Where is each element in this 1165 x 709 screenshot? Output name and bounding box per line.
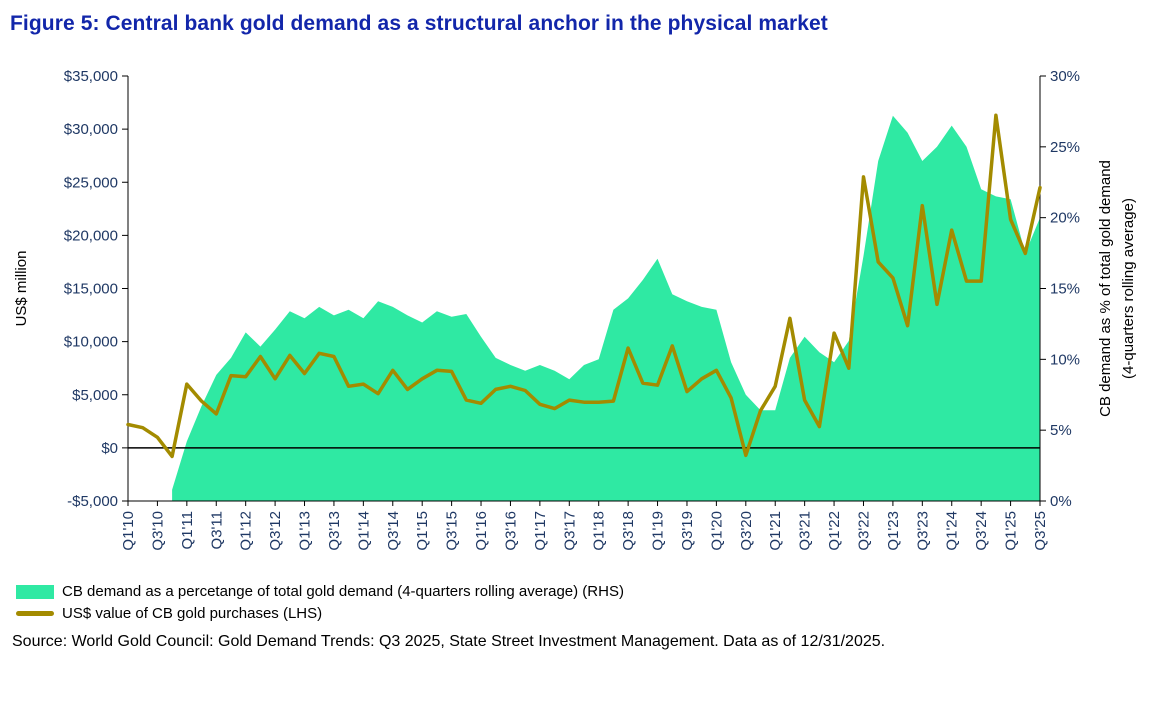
x-axis-tick-label: Q3'23 bbox=[914, 511, 931, 551]
figure-title: Figure 5: Central bank gold demand as a … bbox=[10, 12, 828, 35]
chart-svg: $35,000 $30,000 $25,000 $20,000 $15,000 $10,0… bbox=[13, 68, 1137, 551]
chart: $35,000 $30,000 $25,000 $20,000 $15,000 $10,0… bbox=[10, 46, 1155, 581]
left-axis-title: US$ million bbox=[13, 251, 30, 327]
x-axis-tick-label: Q1'20 bbox=[708, 511, 725, 551]
x-axis-tick-label: Q1'10 bbox=[120, 511, 137, 551]
x-axis-tick-label: Q1'12 bbox=[238, 511, 255, 551]
right-axis-tick-label: 25% bbox=[1050, 139, 1080, 156]
x-axis-tick-label: Q1'17 bbox=[532, 511, 549, 551]
x-axis-tick-label: Q3'15 bbox=[444, 511, 461, 551]
legend: CB demand as a percetange of total gold … bbox=[16, 583, 1155, 622]
x-axis-tick-label: Q1'19 bbox=[650, 511, 667, 551]
x-axis-tick-label: Q3'16 bbox=[502, 511, 519, 551]
left-axis-tick-label: $15,000 bbox=[64, 281, 118, 298]
x-axis-tick-label: Q1'18 bbox=[591, 511, 608, 551]
x-axis-tick-label: Q1'24 bbox=[944, 511, 961, 551]
legend-label-area: CB demand as a percetange of total gold … bbox=[62, 583, 624, 600]
x-axis-tick-label: Q3'24 bbox=[973, 511, 990, 551]
right-axis-tick-label: 20% bbox=[1050, 210, 1080, 227]
right-axis-tick-label: 0% bbox=[1050, 493, 1072, 510]
x-axis-tick-label: Q1'14 bbox=[355, 511, 372, 551]
x-axis-tick-label: Q1'22 bbox=[826, 511, 843, 551]
left-axis-tick-label: $10,000 bbox=[64, 334, 118, 351]
x-axis-tick-label: Q3'11 bbox=[208, 511, 225, 549]
right-axis-title-line2: (4-quarters rolling average) bbox=[1120, 198, 1137, 379]
figure-page: Figure 5: Central bank gold demand as a … bbox=[10, 12, 1155, 650]
right-axis-tick-label: 15% bbox=[1050, 281, 1080, 298]
left-axis-tick-label: $30,000 bbox=[64, 121, 118, 138]
x-axis-tick-label: Q3'13 bbox=[326, 511, 343, 551]
x-axis-tick-label: Q3'17 bbox=[561, 511, 578, 551]
left-axis-tick-label: $5,000 bbox=[72, 387, 118, 404]
x-axis-tick-label: Q1'21 bbox=[767, 511, 784, 551]
x-axis-tick-label: Q3'19 bbox=[679, 511, 696, 551]
left-axis-tick-label: $25,000 bbox=[64, 174, 118, 191]
left-axis-tick-label: -$5,000 bbox=[67, 493, 118, 510]
x-axis-tick-label: Q1'25 bbox=[1003, 511, 1020, 551]
left-axis-tick-label: $0 bbox=[101, 440, 118, 457]
x-axis-tick-label: Q1'13 bbox=[297, 511, 314, 551]
line-series bbox=[126, 113, 1042, 459]
x-axis-tick-label: Q1'23 bbox=[885, 511, 902, 551]
right-axis-title-line1: CB demand as % of total gold demand bbox=[1097, 160, 1114, 417]
left-axis-tick-label: $35,000 bbox=[64, 68, 118, 85]
x-axis-tick-label: Q3'25 bbox=[1032, 511, 1049, 551]
legend-swatch-line bbox=[16, 611, 54, 616]
x-axis-tick-label: Q3'12 bbox=[267, 511, 284, 551]
right-axis-tick-label: 30% bbox=[1050, 68, 1080, 85]
x-axis-tick-label: Q3'10 bbox=[149, 511, 166, 551]
x-axis-tick-label: Q3'20 bbox=[738, 511, 755, 551]
x-axis-tick-label: Q1'16 bbox=[473, 511, 490, 551]
right-axis-tick-label: 5% bbox=[1050, 422, 1072, 439]
legend-item-area: CB demand as a percetange of total gold … bbox=[16, 583, 1155, 600]
x-axis-tick-label: Q3'22 bbox=[855, 511, 872, 551]
x-axis-tick-label: Q1'15 bbox=[414, 511, 431, 551]
legend-label-line: US$ value of CB gold purchases (LHS) bbox=[62, 605, 323, 622]
x-axis-tick-label: Q3'21 bbox=[797, 511, 814, 551]
source-note: Source: World Gold Council: Gold Demand … bbox=[12, 633, 886, 650]
right-axis-tick-label: 10% bbox=[1050, 351, 1080, 368]
x-axis-tick-label: Q1'11 bbox=[179, 511, 196, 549]
legend-swatch-area bbox=[16, 584, 54, 599]
x-axis-tick-label: Q3'14 bbox=[385, 511, 402, 551]
legend-item-line: US$ value of CB gold purchases (LHS) bbox=[16, 605, 1155, 622]
x-axis-tick-label: Q3'18 bbox=[620, 511, 637, 551]
left-axis-tick-label: $20,000 bbox=[64, 227, 118, 244]
